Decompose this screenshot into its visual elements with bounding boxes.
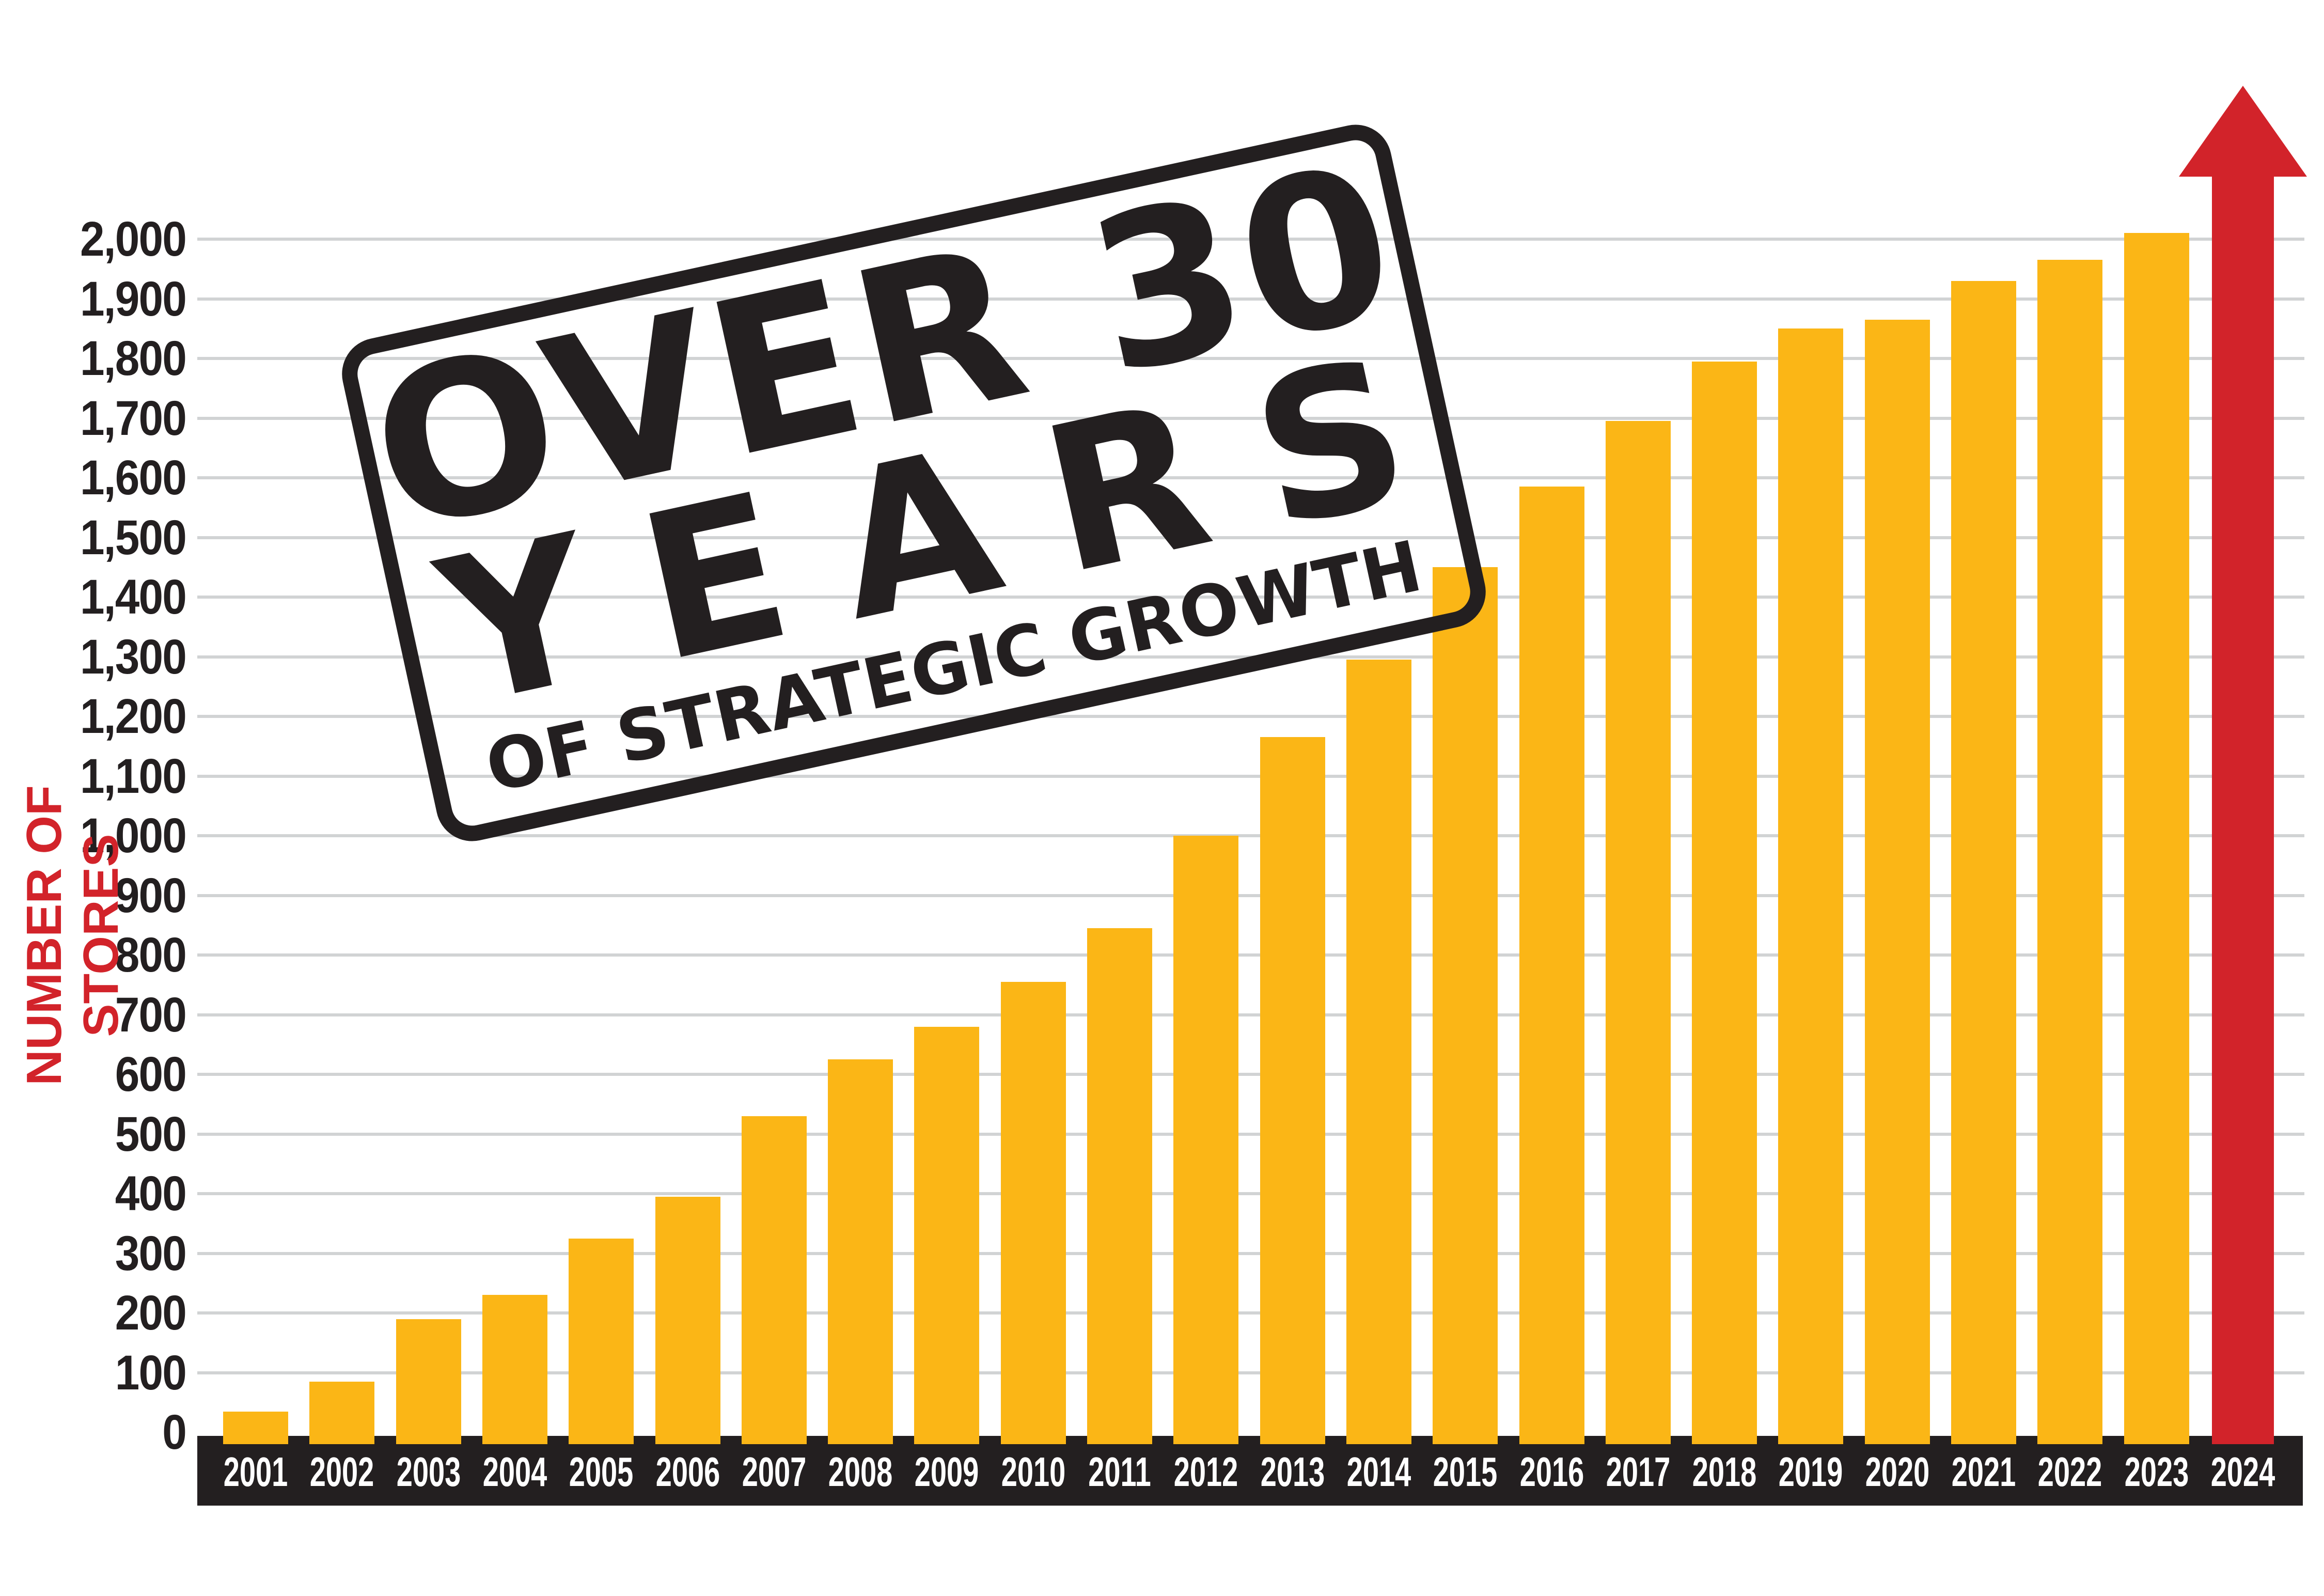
x-tick-2002: 2002 (310, 1449, 374, 1495)
gridline-1400 (197, 596, 2304, 599)
y-tick-1500: 1,500 (80, 510, 187, 565)
bar-2003 (396, 1319, 461, 1444)
x-tick-2015: 2015 (1433, 1449, 1498, 1495)
x-tick-2024: 2024 (2210, 1449, 2275, 1495)
y-axis-title: NUMBER OF STORES (17, 785, 129, 1086)
x-tick-2001: 2001 (223, 1449, 288, 1495)
x-tick-2005: 2005 (569, 1449, 634, 1495)
x-tick-2021: 2021 (1951, 1449, 2016, 1495)
y-tick-400: 400 (115, 1166, 187, 1221)
growth-arrow-head (2179, 86, 2307, 177)
y-tick-300: 300 (115, 1226, 187, 1281)
bar-2020 (1864, 319, 1930, 1444)
y-tick-1200: 1,200 (80, 689, 187, 744)
bar-2014 (1346, 660, 1411, 1444)
y-tick-700: 700 (115, 987, 187, 1042)
y-tick-1800: 1,800 (80, 331, 187, 386)
y-tick-0: 0 (162, 1405, 187, 1460)
gridline-800 (197, 953, 2304, 957)
x-tick-2017: 2017 (1606, 1449, 1671, 1495)
y-tick-600: 600 (115, 1047, 187, 1102)
y-tick-500: 500 (115, 1106, 187, 1162)
gridline-1200 (197, 715, 2304, 718)
x-tick-2020: 2020 (1865, 1449, 1929, 1495)
x-tick-2011: 2011 (1088, 1449, 1151, 1495)
x-tick-2012: 2012 (1174, 1449, 1238, 1495)
x-tick-2022: 2022 (2038, 1449, 2102, 1495)
bar-2016 (1519, 487, 1584, 1444)
bar-2008 (828, 1059, 893, 1444)
gridline-1100 (197, 774, 2304, 778)
bar-2011 (1087, 928, 1152, 1444)
x-tick-2009: 2009 (915, 1449, 979, 1495)
gridline-100 (197, 1371, 2304, 1374)
gridline-1500 (197, 536, 2304, 539)
gridline-1700 (197, 416, 2304, 420)
gridline-700 (197, 1013, 2304, 1016)
gridline-200 (197, 1311, 2304, 1315)
bar-2006 (655, 1196, 720, 1444)
x-tick-2007: 2007 (742, 1449, 807, 1495)
x-tick-2006: 2006 (655, 1449, 720, 1495)
x-tick-2023: 2023 (2124, 1449, 2189, 1495)
y-tick-2000: 2,000 (80, 212, 187, 267)
x-tick-2008: 2008 (828, 1449, 893, 1495)
gridline-1800 (197, 357, 2304, 360)
gridline-900 (197, 894, 2304, 897)
x-tick-2013: 2013 (1260, 1449, 1325, 1495)
bar-2022 (2037, 260, 2103, 1444)
bar-2001 (223, 1411, 288, 1444)
x-tick-2004: 2004 (482, 1449, 547, 1495)
y-tick-1300: 1,300 (80, 629, 187, 684)
y-tick-1900: 1,900 (80, 271, 187, 326)
bar-2015 (1433, 567, 1498, 1444)
gridline-600 (197, 1073, 2304, 1076)
bar-2009 (914, 1026, 980, 1444)
gridline-300 (197, 1251, 2304, 1255)
growth-arrow-shaft (2212, 175, 2274, 1444)
gridline-400 (197, 1192, 2304, 1195)
gridline-1600 (197, 476, 2304, 479)
y-tick-900: 900 (115, 868, 187, 923)
bar-2004 (482, 1295, 547, 1444)
gridline-1900 (197, 297, 2304, 301)
bar-2019 (1778, 328, 1844, 1444)
y-tick-100: 100 (115, 1345, 187, 1400)
y-tick-800: 800 (115, 928, 187, 982)
bar-2012 (1173, 836, 1239, 1444)
bar-2007 (741, 1116, 807, 1444)
x-tick-2018: 2018 (1692, 1449, 1757, 1495)
gridline-500 (197, 1132, 2304, 1136)
y-tick-1400: 1,400 (80, 570, 187, 624)
x-tick-2014: 2014 (1346, 1449, 1411, 1495)
y-tick-200: 200 (115, 1286, 187, 1340)
gridline-2000 (197, 238, 2304, 241)
x-tick-2016: 2016 (1519, 1449, 1584, 1495)
bar-2005 (569, 1238, 634, 1444)
bar-2013 (1260, 737, 1325, 1444)
x-tick-2019: 2019 (1779, 1449, 1843, 1495)
x-tick-2003: 2003 (396, 1449, 461, 1495)
y-tick-1000: 1,000 (80, 808, 187, 863)
x-tick-2010: 2010 (1001, 1449, 1065, 1495)
bar-2017 (1605, 421, 1671, 1444)
bar-2010 (1000, 981, 1066, 1444)
x-axis-band (197, 1436, 2303, 1506)
bar-2018 (1692, 361, 1757, 1444)
bar-2021 (1951, 280, 2016, 1444)
y-tick-1700: 1,700 (80, 390, 187, 446)
y-tick-1600: 1,600 (80, 450, 187, 505)
bar-2002 (309, 1381, 375, 1444)
bar-2023 (2124, 233, 2189, 1444)
gridline-1300 (197, 655, 2304, 659)
y-tick-1100: 1,100 (80, 748, 187, 804)
gridline-1000 (197, 834, 2304, 837)
